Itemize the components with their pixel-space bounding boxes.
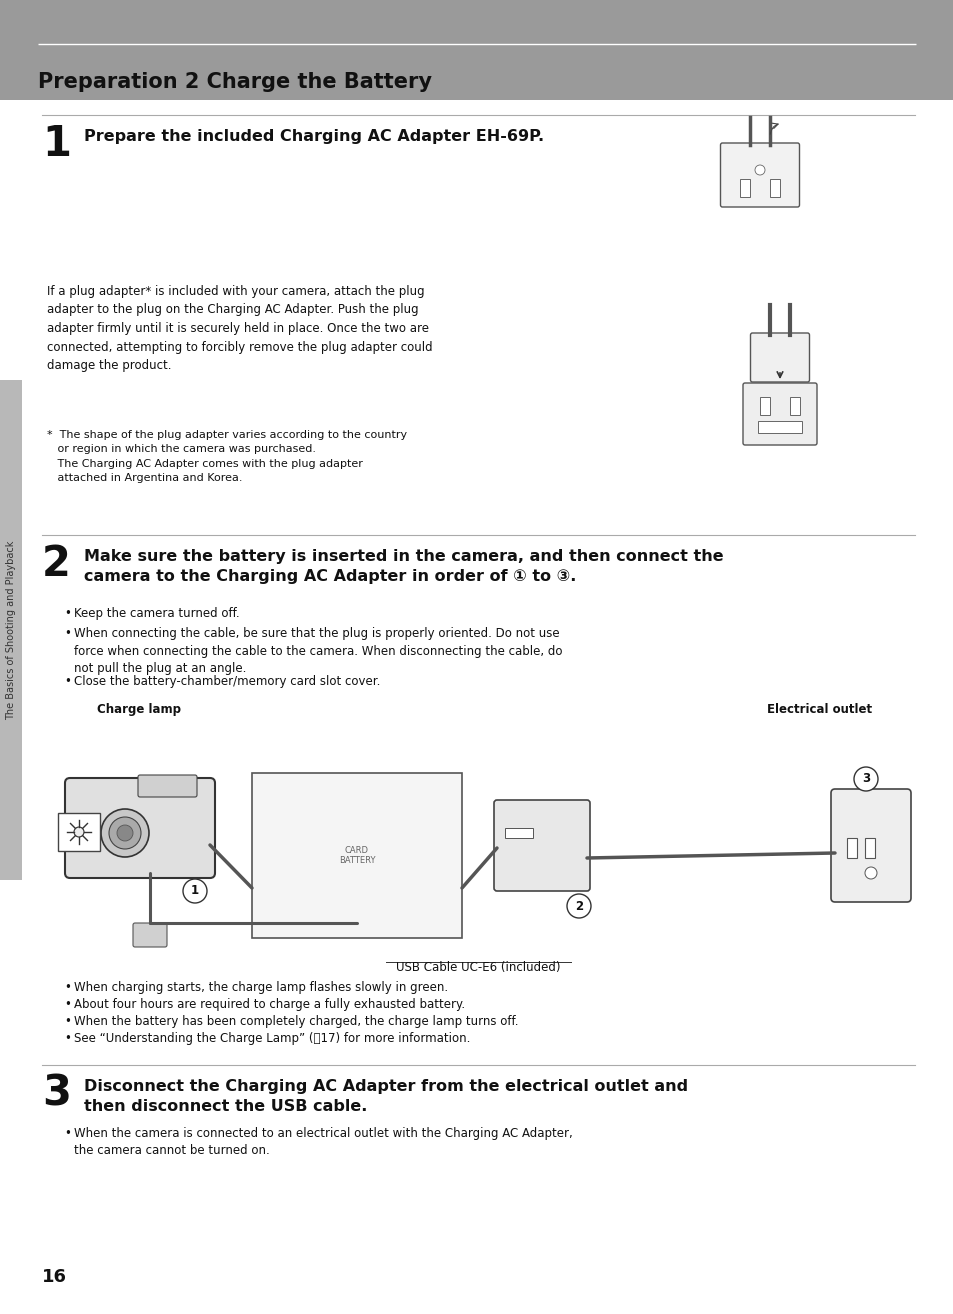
Circle shape (117, 825, 132, 841)
Bar (0, 380, 22, 880)
Text: •: • (64, 607, 71, 620)
Circle shape (754, 166, 764, 175)
Text: 1: 1 (42, 124, 71, 166)
Bar (758, 420, 801, 434)
FancyBboxPatch shape (132, 922, 167, 947)
Text: About four hours are required to charge a fully exhausted battery.: About four hours are required to charge … (74, 999, 465, 1010)
Bar (846, 838, 856, 858)
Bar (0, 0, 953, 100)
Text: See “Understanding the Charge Lamp” (⎐17) for more information.: See “Understanding the Charge Lamp” (⎐17… (74, 1031, 470, 1045)
Bar (252, 773, 461, 938)
Text: •: • (64, 1127, 71, 1141)
Text: When the camera is connected to an electrical outlet with the Charging AC Adapte: When the camera is connected to an elect… (74, 1127, 572, 1158)
Bar (504, 828, 533, 838)
Text: 3: 3 (861, 773, 869, 786)
FancyBboxPatch shape (494, 800, 589, 891)
Text: Preparation 2 Charge the Battery: Preparation 2 Charge the Battery (38, 72, 432, 92)
Text: When charging starts, the charge lamp flashes slowly in green.: When charging starts, the charge lamp fl… (74, 982, 448, 993)
Text: USB Cable UC-E6 (included): USB Cable UC-E6 (included) (395, 961, 560, 974)
Bar (769, 179, 780, 197)
Text: •: • (64, 1014, 71, 1028)
Text: Disconnect the Charging AC Adapter from the electrical outlet and
then disconnec: Disconnect the Charging AC Adapter from … (84, 1079, 687, 1114)
Circle shape (109, 817, 141, 849)
FancyBboxPatch shape (750, 332, 809, 382)
Text: If a plug adapter* is included with your camera, attach the plug
adapter to the : If a plug adapter* is included with your… (47, 285, 432, 372)
Circle shape (853, 767, 877, 791)
Bar (760, 397, 769, 415)
Text: Keep the camera turned off.: Keep the camera turned off. (74, 607, 239, 620)
Circle shape (183, 879, 207, 903)
Text: Prepare the included Charging AC Adapter EH-69P.: Prepare the included Charging AC Adapter… (84, 129, 543, 145)
Circle shape (566, 894, 590, 918)
Bar (864, 838, 874, 858)
Text: 1: 1 (191, 884, 199, 897)
Circle shape (101, 809, 149, 857)
Text: •: • (64, 675, 71, 689)
Text: Make sure the battery is inserted in the camera, and then connect the
camera to : Make sure the battery is inserted in the… (84, 549, 723, 583)
Text: 2: 2 (42, 543, 71, 585)
FancyBboxPatch shape (65, 778, 214, 878)
Text: •: • (64, 1031, 71, 1045)
FancyBboxPatch shape (138, 775, 196, 798)
Text: When connecting the cable, be sure that the plug is properly oriented. Do not us: When connecting the cable, be sure that … (74, 627, 562, 675)
Text: The Basics of Shooting and Playback: The Basics of Shooting and Playback (6, 540, 16, 720)
Text: •: • (64, 999, 71, 1010)
Text: When the battery has been completely charged, the charge lamp turns off.: When the battery has been completely cha… (74, 1014, 518, 1028)
Text: Charge lamp: Charge lamp (97, 703, 181, 716)
Text: •: • (64, 982, 71, 993)
Bar (58, 813, 100, 851)
Text: 16: 16 (42, 1268, 67, 1286)
FancyBboxPatch shape (742, 382, 816, 445)
Circle shape (864, 867, 876, 879)
Text: Close the battery-chamber/memory card slot cover.: Close the battery-chamber/memory card sl… (74, 675, 380, 689)
Bar (740, 179, 749, 197)
Text: *  The shape of the plug adapter varies according to the country
   or region in: * The shape of the plug adapter varies a… (47, 430, 407, 484)
Text: •: • (64, 627, 71, 640)
Text: CARD
BATTERY: CARD BATTERY (338, 846, 375, 865)
Bar (789, 397, 800, 415)
Circle shape (74, 827, 84, 837)
Text: Electrical outlet: Electrical outlet (766, 703, 871, 716)
Text: 3: 3 (42, 1074, 71, 1116)
Text: 2: 2 (575, 900, 582, 912)
FancyBboxPatch shape (830, 788, 910, 901)
FancyBboxPatch shape (720, 143, 799, 208)
